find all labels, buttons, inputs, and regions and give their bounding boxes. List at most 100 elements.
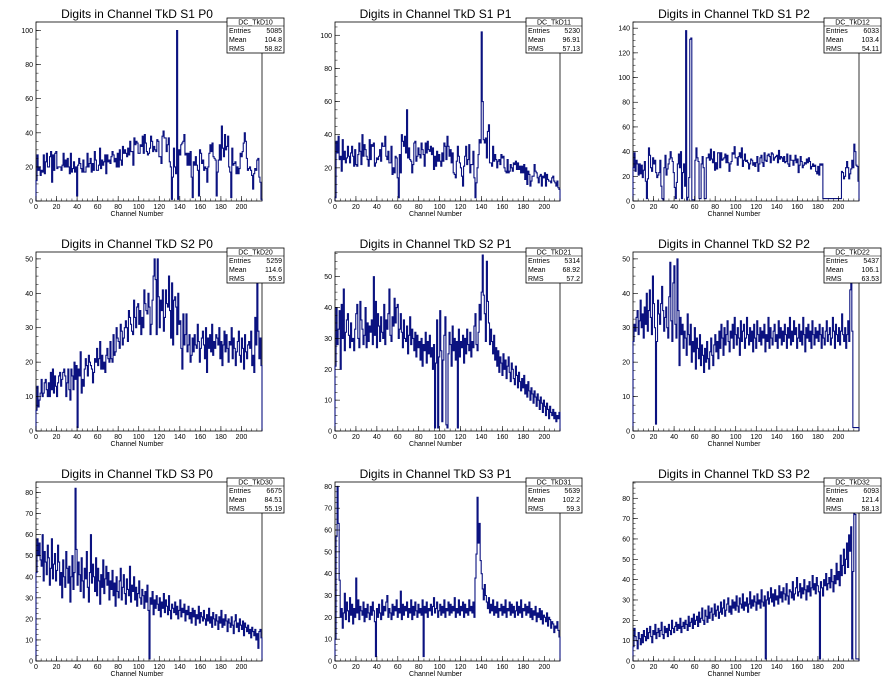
y-tick-label: 60: [25, 532, 33, 539]
stats-value: 106.1: [861, 267, 879, 274]
x-tick-label: 0: [631, 434, 635, 441]
stats-label: Entries: [826, 258, 848, 265]
y-tick-label: 30: [324, 336, 332, 343]
y-tick-label: 50: [324, 274, 332, 281]
y-tick-label: 10: [25, 637, 33, 644]
stats-label: Entries: [528, 488, 550, 495]
y-tick-label: 40: [25, 291, 33, 298]
stats-value: 55.19: [264, 506, 282, 513]
chart-title: Digits in Channel TkD S3 P1: [360, 467, 512, 481]
y-tick-label: 50: [25, 256, 33, 263]
x-axis-label: Channel Number: [409, 441, 463, 448]
y-tick-label: 30: [622, 597, 630, 604]
x-tick-label: 0: [631, 664, 635, 671]
histogram-series: [334, 485, 561, 661]
histogram-panel: Digits in Channel TkD S3 P20 20 40 60 80 100 1…: [622, 467, 882, 678]
x-tick-label: 120: [750, 204, 762, 211]
x-tick-label: 180: [812, 434, 824, 441]
y-tick-label: 0: [626, 199, 630, 206]
x-tick-label: 40: [73, 664, 81, 671]
y-tick-label: 70: [622, 516, 630, 523]
y-tick-label: 60: [25, 96, 33, 103]
x-tick-label: 0: [631, 204, 635, 211]
stats-label: RMS: [528, 506, 544, 513]
x-tick-label: 100: [434, 664, 446, 671]
y-tick-label: 40: [324, 305, 332, 312]
stats-name: DC_TkD31: [537, 480, 572, 487]
x-tick-label: 180: [812, 664, 824, 671]
y-tick-label: 0: [29, 199, 33, 206]
x-tick-label: 140: [476, 434, 488, 441]
y-tick-label: 40: [622, 149, 630, 156]
x-tick-label: 100: [730, 204, 742, 211]
x-tick-label: 60: [394, 204, 402, 211]
y-tick-label: 0: [626, 429, 630, 436]
histogram-series: [35, 258, 263, 431]
x-tick-label: 40: [373, 204, 381, 211]
x-tick-label: 200: [538, 434, 550, 441]
x-tick-label: 160: [792, 204, 804, 211]
x-tick-label: 60: [394, 434, 402, 441]
y-tick-label: 20: [622, 174, 630, 181]
chart-title: Digits in Channel TkD S2 P1: [360, 237, 512, 251]
x-tick-label: 40: [73, 434, 81, 441]
x-tick-label: 0: [34, 204, 38, 211]
y-tick-label: 40: [25, 574, 33, 581]
stats-label: Entries: [826, 488, 848, 495]
x-tick-label: 80: [114, 204, 122, 211]
y-tick-label: 60: [324, 528, 332, 535]
y-tick-label: 70: [25, 511, 33, 518]
x-tick-label: 40: [670, 664, 678, 671]
stats-label: RMS: [229, 276, 245, 283]
chart-title: Digits in Channel TkD S3 P0: [61, 467, 213, 481]
plot-frame: [334, 251, 561, 432]
stats-value: 103.4: [861, 37, 879, 44]
chart-title: Digits in Channel TkD S2 P0: [61, 237, 213, 251]
stats-value: 6093: [863, 488, 879, 495]
x-tick-label: 200: [538, 204, 550, 211]
stats-label: Mean: [528, 267, 546, 274]
stats-label: RMS: [826, 506, 842, 513]
stats-label: RMS: [528, 46, 544, 53]
stats-label: Entries: [229, 28, 251, 35]
y-tick-label: 40: [324, 132, 332, 139]
x-tick-label: 180: [518, 204, 530, 211]
x-axis-label: Channel Number: [111, 671, 165, 678]
histogram-series: [632, 30, 860, 201]
y-tick-label: 0: [328, 659, 332, 666]
plot-frame: [334, 21, 561, 202]
y-tick-label: 60: [622, 124, 630, 131]
x-tick-label: 200: [833, 204, 845, 211]
stats-value: 58.13: [861, 506, 879, 513]
x-tick-label: 180: [215, 664, 227, 671]
stats-label: RMS: [229, 46, 245, 53]
stats-label: Entries: [826, 28, 848, 35]
y-tick-label: 80: [25, 62, 33, 69]
x-tick-label: 20: [53, 434, 61, 441]
x-axis-label: Channel Number: [111, 441, 165, 448]
stats-box: [525, 247, 583, 284]
chart-title: Digits in Channel TkD S1 P2: [658, 7, 810, 21]
x-tick-label: 100: [133, 664, 145, 671]
x-tick-label: 60: [94, 434, 102, 441]
x-tick-label: 120: [153, 664, 165, 671]
y-tick-label: 20: [324, 165, 332, 172]
x-tick-label: 80: [711, 434, 719, 441]
x-tick-label: 40: [373, 664, 381, 671]
x-tick-label: 180: [518, 434, 530, 441]
x-tick-label: 60: [691, 664, 699, 671]
stats-value: 5230: [564, 28, 580, 35]
chart-title: Digits in Channel TkD S3 P2: [658, 467, 810, 481]
x-tick-label: 200: [236, 204, 248, 211]
y-tick-label: 120: [618, 50, 630, 57]
stats-name: DC_TkD30: [238, 480, 273, 487]
x-tick-label: 120: [750, 664, 762, 671]
x-axis-label: Channel Number: [708, 441, 762, 448]
stats-value: 6033: [863, 28, 879, 35]
stats-box: [823, 247, 882, 284]
y-tick-label: 0: [328, 199, 332, 206]
x-tick-label: 100: [434, 434, 446, 441]
x-tick-label: 200: [833, 434, 845, 441]
stats-label: Mean: [826, 267, 844, 274]
y-tick-label: 50: [324, 549, 332, 556]
